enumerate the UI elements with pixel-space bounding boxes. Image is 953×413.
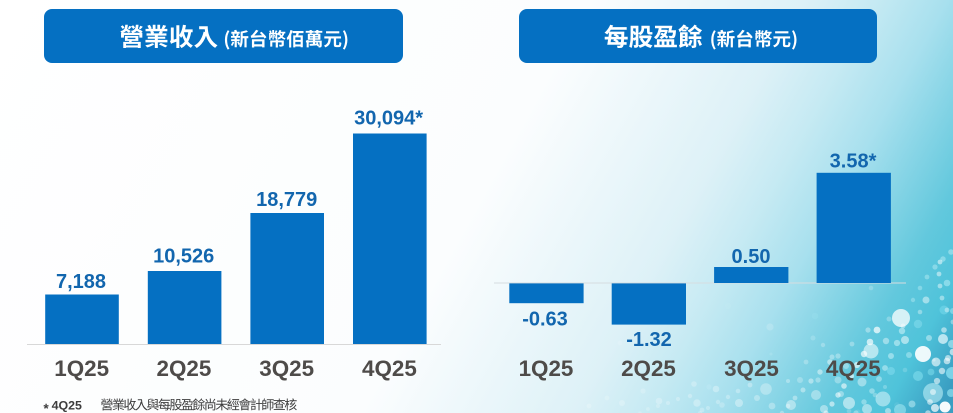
svg-text:2Q25: 2Q25 [157,356,212,381]
svg-text:3.58*: 3.58* [830,150,877,172]
svg-text:1Q25: 1Q25 [54,356,109,381]
svg-text:1Q25: 1Q25 [519,356,574,381]
svg-text:7,188: 7,188 [56,271,106,293]
svg-text:10,526: 10,526 [153,246,214,268]
svg-text:4Q25: 4Q25 [52,398,82,412]
svg-text:2Q25: 2Q25 [621,356,676,381]
svg-text:30,094*: 30,094* [354,108,423,130]
svg-text:0.50: 0.50 [732,246,771,268]
svg-text:-0.63: -0.63 [522,309,568,331]
svg-text:3Q25: 3Q25 [259,356,314,381]
svg-text:18,779: 18,779 [256,189,317,211]
svg-text:4Q25: 4Q25 [826,356,881,381]
svg-text:-1.32: -1.32 [626,329,672,351]
svg-text:4Q25: 4Q25 [362,356,417,381]
svg-text:3Q25: 3Q25 [724,356,779,381]
